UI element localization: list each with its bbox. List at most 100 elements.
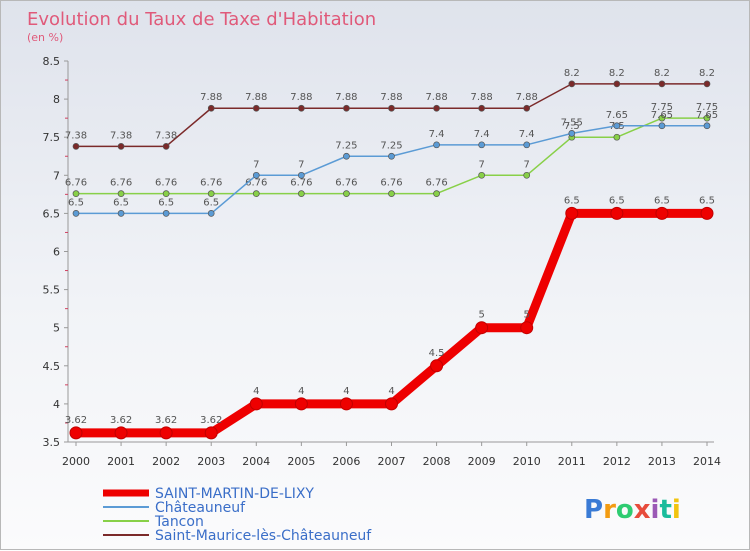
data-point (568, 80, 576, 88)
data-label: 7.75 (651, 102, 673, 113)
data-label: 6.5 (68, 197, 84, 208)
x-tick-label: 2005 (287, 455, 315, 468)
data-point (252, 104, 260, 112)
data-label: 4 (253, 386, 259, 397)
data-label: 7 (478, 159, 484, 170)
y-tick-label: 7 (53, 169, 60, 182)
data-label: 6.76 (290, 178, 312, 189)
x-tick-label: 2011 (558, 455, 586, 468)
data-point (658, 114, 666, 122)
data-label: 5 (478, 310, 484, 321)
data-point (433, 190, 440, 197)
x-tick-label: 2010 (513, 455, 541, 468)
data-point (207, 104, 215, 112)
data-label: 3.62 (65, 415, 87, 426)
data-point (565, 206, 579, 220)
x-tick-label: 2001 (107, 455, 135, 468)
data-point (298, 104, 305, 112)
data-label: 3.62 (200, 415, 222, 426)
data-point (207, 210, 215, 217)
data-point (610, 206, 624, 220)
data-label: 7.38 (155, 130, 177, 141)
data-point (162, 190, 170, 197)
data-point (388, 104, 395, 112)
data-point (703, 114, 711, 122)
data-label: 3.62 (110, 415, 132, 426)
data-point (72, 142, 80, 150)
data-label: 7.65 (606, 110, 628, 121)
data-label: 7.75 (696, 102, 718, 113)
data-label: 6.5 (113, 197, 129, 208)
data-label: 8.2 (609, 68, 625, 79)
legend-label: Saint-Maurice-lès-Châteauneuf (155, 528, 372, 544)
data-label: 6.76 (335, 178, 357, 189)
data-point (388, 152, 395, 160)
data-label: 7.25 (335, 140, 357, 151)
y-tick-label: 6 (53, 246, 60, 259)
data-point (655, 206, 669, 220)
data-label: 7.88 (471, 92, 493, 103)
data-point (433, 104, 440, 112)
y-tick-label: 8.5 (43, 55, 61, 68)
data-label: 6.5 (203, 197, 219, 208)
data-label: 7.88 (290, 92, 312, 103)
data-point (117, 142, 125, 150)
data-label: 7.4 (519, 129, 535, 140)
data-label: 7.88 (245, 92, 267, 103)
y-tick-label: 3.5 (43, 436, 61, 449)
data-label: 7.88 (425, 92, 447, 103)
y-tick-label: 6.5 (43, 207, 61, 220)
data-label: 6.76 (155, 178, 177, 189)
data-point (478, 104, 485, 112)
data-point (252, 171, 260, 179)
data-point (294, 397, 308, 411)
data-label: 7 (253, 159, 259, 170)
data-label: 7.88 (335, 92, 357, 103)
data-label: 7.65 (651, 110, 673, 121)
data-label: 6.76 (425, 178, 447, 189)
y-tick-label: 5.5 (43, 284, 61, 297)
data-label: 6.76 (200, 178, 222, 189)
data-point (117, 190, 125, 197)
x-tick-label: 2007 (378, 455, 406, 468)
data-point (159, 426, 173, 440)
data-label: 7.88 (380, 92, 402, 103)
data-label: 4 (298, 386, 304, 397)
data-label: 8.2 (654, 68, 670, 79)
y-tick-label: 4 (53, 398, 60, 411)
data-point (72, 190, 80, 197)
x-tick-label: 2006 (332, 455, 360, 468)
data-label: 6.5 (158, 197, 174, 208)
data-point (523, 141, 531, 149)
data-point (388, 190, 395, 197)
data-label: 7 (298, 159, 304, 170)
data-label: 6.5 (699, 195, 715, 206)
x-tick-label: 2000 (62, 455, 90, 468)
data-label: 7 (524, 159, 530, 170)
x-tick-label: 2002 (152, 455, 180, 468)
data-point (69, 426, 83, 440)
x-tick-label: 2003 (197, 455, 225, 468)
legend-label: Tancon (154, 514, 204, 530)
data-label: 6.5 (564, 195, 580, 206)
data-point (703, 122, 711, 130)
data-label: 6.76 (65, 178, 87, 189)
data-point (613, 80, 621, 88)
data-point (298, 190, 305, 197)
data-point (520, 321, 534, 335)
data-point (700, 206, 714, 220)
data-point (703, 80, 711, 88)
data-label: 4 (388, 386, 394, 397)
data-point (204, 426, 218, 440)
data-label: 6.5 (609, 195, 625, 206)
data-label: 6.5 (654, 195, 670, 206)
x-tick-label: 2013 (648, 455, 676, 468)
data-label: 7.25 (380, 140, 402, 151)
data-point (298, 171, 305, 179)
data-point (343, 190, 350, 197)
x-tick-label: 2014 (693, 455, 721, 468)
chart-subtitle: (en %) (27, 31, 63, 44)
data-label: 5 (524, 310, 530, 321)
